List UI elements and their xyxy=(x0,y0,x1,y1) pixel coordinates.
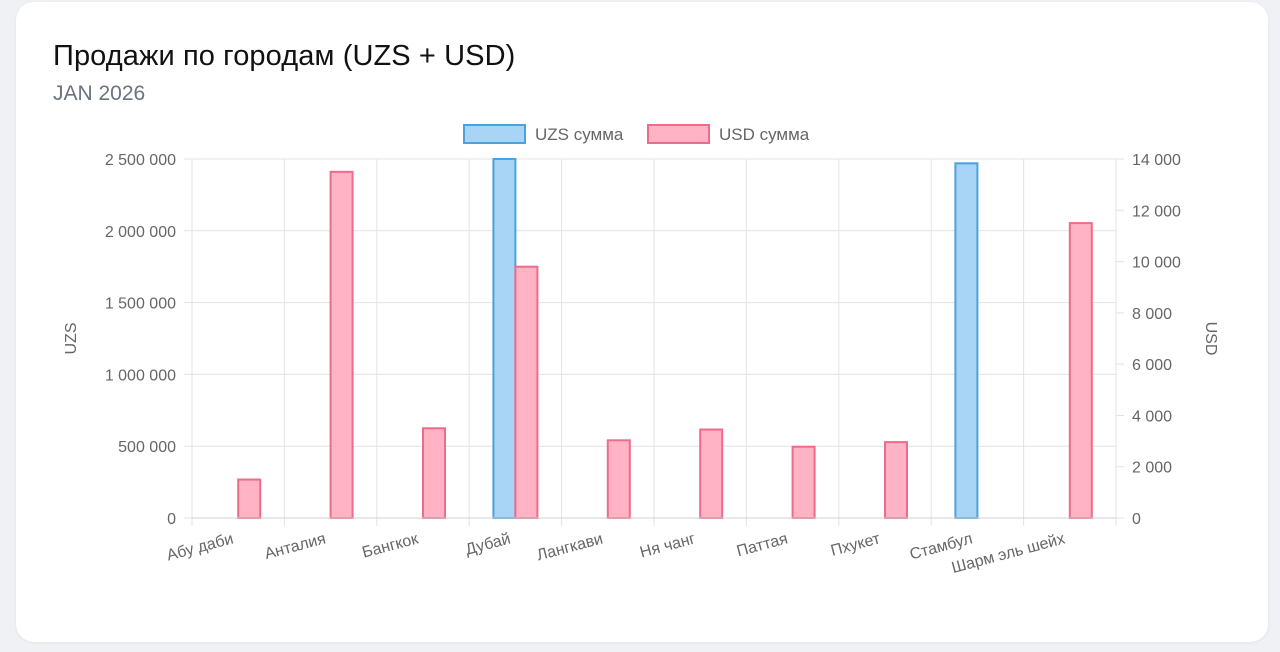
y-right-tick-label: 10 000 xyxy=(1132,255,1181,272)
legend-swatch-uzs xyxy=(463,124,526,144)
bar-usd xyxy=(422,427,446,519)
bar-usd xyxy=(514,265,539,520)
bar-uzs xyxy=(954,162,979,519)
y-right-tick-label: 2 000 xyxy=(1132,460,1172,477)
x-tick-label: Лангкави xyxy=(535,530,605,564)
bar-usd xyxy=(606,439,631,520)
bar-usd xyxy=(1068,222,1093,519)
x-tick-label: Анталия xyxy=(263,530,328,563)
bar-usd xyxy=(329,170,354,519)
bar-usd xyxy=(237,478,262,519)
y-right-tick-label: 6 000 xyxy=(1132,357,1172,374)
x-tick-label: Бангкок xyxy=(360,530,421,561)
chart-title: Продажи по городам (UZS + USD) xyxy=(53,40,516,72)
chart-subtitle: JAN 2026 xyxy=(53,82,146,105)
x-tick-label: Пхукет xyxy=(829,530,883,560)
x-tick-label: Абу даби xyxy=(165,530,235,564)
y-right-tick-label: 8 000 xyxy=(1132,306,1172,323)
y-left-tick-label: 0 xyxy=(167,511,176,528)
legend-label-uzs: UZS сумма xyxy=(535,125,624,144)
y-right-tick-label: 4 000 xyxy=(1132,408,1172,425)
y-left-tick-label: 1 500 000 xyxy=(105,296,176,313)
bar-usd xyxy=(884,441,908,519)
bar-uzs xyxy=(492,158,517,519)
legend-label-usd: USD сумма xyxy=(719,125,810,144)
y-right-axis-title: USD xyxy=(1202,322,1219,356)
y-left-tick-label: 500 000 xyxy=(118,439,176,456)
bar-usd xyxy=(791,445,816,519)
y-left-axis-title: UZS xyxy=(63,323,80,355)
x-tick-label: Дубай xyxy=(464,530,513,558)
chart-card xyxy=(16,2,1268,642)
y-left-tick-label: 2 500 000 xyxy=(105,152,176,169)
y-left-tick-label: 1 000 000 xyxy=(105,367,176,384)
bar-usd xyxy=(699,428,724,519)
x-tick-label: Ня чанг xyxy=(638,530,697,561)
y-right-tick-label: 0 xyxy=(1132,511,1141,528)
y-right-tick-label: 12 000 xyxy=(1132,203,1181,220)
y-right-tick-label: 14 000 xyxy=(1132,152,1181,169)
x-tick-label: Паттая xyxy=(735,530,790,560)
y-left-tick-label: 2 000 000 xyxy=(105,224,176,241)
legend-swatch-usd xyxy=(647,124,710,144)
